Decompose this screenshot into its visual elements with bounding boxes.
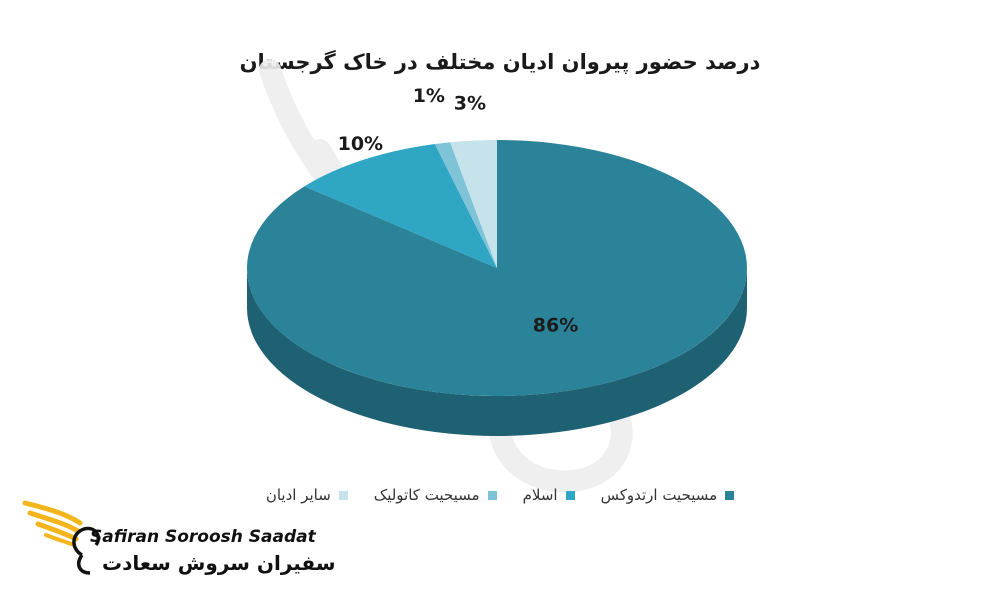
pie-slice-3 — [434, 142, 497, 268]
chart-title: درصد حضور پیروان ادیان مختلف در خاک گرجس… — [239, 50, 761, 74]
logo-name-en: Safiran Soroosh Saadat — [90, 527, 316, 547]
logo-name-fa: سفیران سروش سعادت — [102, 551, 336, 575]
legend-label: مسیحیت کاتولیک — [373, 486, 480, 504]
legend-label: مسیحیت ارتدوکس — [600, 486, 718, 504]
pie-label-4: 3% — [454, 92, 486, 114]
legend-swatch — [487, 490, 497, 500]
legend-label: اسلام — [522, 486, 558, 504]
legend-item-4: سایر ادیان — [266, 486, 348, 504]
legend-swatch — [725, 490, 735, 500]
pie-slice-2 — [304, 144, 497, 268]
legend-item-2: اسلام — [523, 486, 575, 504]
legend-item-3: مسیحیت کاتولیک — [374, 486, 497, 504]
pie-side-band — [247, 268, 747, 436]
legend-item-1: مسیحیت ارتدوکس — [601, 486, 735, 504]
chart-legend: مسیحیت ارتدوکس اسلام مسیحیت کاتولیک سایر اد… — [0, 486, 1000, 504]
legend-swatch — [338, 490, 348, 500]
pie-label-2: 10% — [338, 133, 383, 155]
legend-swatch — [565, 490, 575, 500]
phoenix-logo-icon — [22, 500, 101, 575]
legend-label: سایر ادیان — [265, 486, 331, 504]
pie-label-1: 86% — [533, 315, 578, 337]
pie-label-3: 1% — [413, 85, 445, 107]
company-logo: Safiran Soroosh Saadat سفیران سروش سعادت — [20, 493, 336, 583]
pie-slice-4 — [450, 140, 497, 268]
